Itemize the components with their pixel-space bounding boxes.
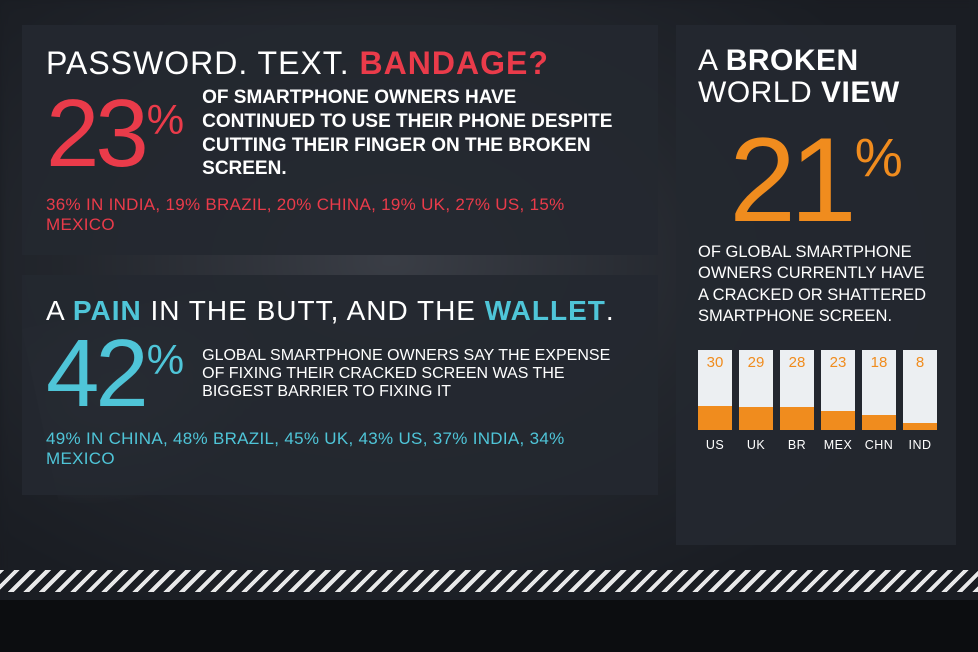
bar-value: 29 [739,354,773,371]
bar-fill [739,407,773,430]
bar-label: IND [908,438,931,452]
panel-bandage-countries: 36% IN INDIA, 19% BRAZIL, 20% CHINA, 19%… [46,195,634,235]
bar-item: 8 IND [903,350,937,452]
bar-label: UK [747,438,765,452]
t-l1-broken: BROKEN [726,44,859,77]
panel-wallet-countries: 49% IN CHINA, 48% BRAZIL, 45% UK, 43% US… [46,429,634,469]
bar-outer: 23 [821,350,855,430]
bar-value: 8 [903,354,937,371]
percent-sign-icon: % [855,134,903,183]
panel-bandage-title: PASSWORD. TEXT. BANDAGE? [46,45,634,82]
title-wallet: WALLET [485,295,606,326]
bar-label: CHN [865,438,894,452]
bar-value: 18 [862,354,896,371]
country-bar-chart: 30 US 29 UK 28 BR 23 MEX 18 CHN 8 IND [698,350,934,452]
right-column: A BROKEN WORLD VIEW 21% OF GLOBAL SMARTP… [676,25,956,545]
bar-outer: 28 [780,350,814,430]
percent-sign-icon: % [147,99,184,141]
bar-outer: 29 [739,350,773,430]
hatched-divider [0,570,978,592]
bar-fill [862,415,896,429]
bar-value: 28 [780,354,814,371]
panel-wallet-desc: GLOBAL SMARTPHONE OWNERS SAY THE EXPENSE… [202,347,634,401]
bar-outer: 8 [903,350,937,430]
bar-value: 23 [821,354,855,371]
bar-item: 18 CHN [862,350,896,452]
t-l1-pre: A [698,44,726,77]
panel-wallet-row: 42% GLOBAL SMARTPHONE OWNERS SAY THE EXP… [46,333,634,415]
panel-broken-world-percent: 21% [698,126,934,234]
bar-fill [903,423,937,429]
panel-bandage: PASSWORD. TEXT. BANDAGE? 23% OF SMARTPHO… [22,25,658,255]
t-l2-pre: WORLD [698,76,821,109]
panel-bandage-desc: OF SMARTPHONE OWNERS HAVE CONTINUED TO U… [202,86,634,181]
bar-item: 23 MEX [821,350,855,452]
title-word-bandage: BANDAGE? [360,45,549,81]
panel-bandage-percent: 23% [46,93,184,175]
content-area: PASSWORD. TEXT. BANDAGE? 23% OF SMARTPHO… [0,0,978,545]
left-column: PASSWORD. TEXT. BANDAGE? 23% OF SMARTPHO… [22,25,658,545]
title-word-text: TEXT. [258,45,350,81]
panel-broken-world: A BROKEN WORLD VIEW 21% OF GLOBAL SMARTP… [676,25,956,545]
panel-wallet: A PAIN IN THE BUTT, AND THE WALLET. 42% … [22,275,658,495]
bar-label: US [706,438,724,452]
bar-item: 28 BR [780,350,814,452]
bar-outer: 30 [698,350,732,430]
panel-wallet-percent-value: 42 [46,333,145,415]
panel-broken-world-title: A BROKEN WORLD VIEW [698,45,934,108]
bar-label: BR [788,438,806,452]
panel-broken-world-percent-value: 21 [729,126,850,234]
panel-broken-world-desc: OF GLOBAL SMARTPHONE OWNERS CURRENTLY HA… [698,242,934,328]
panel-bandage-row: 23% OF SMARTPHONE OWNERS HAVE CONTINUED … [46,86,634,181]
bar-item: 29 UK [739,350,773,452]
t-l2-view: VIEW [821,76,900,109]
bar-label: MEX [824,438,853,452]
title-post: . [606,295,615,326]
title-word-password: PASSWORD. [46,45,248,81]
title-mid: IN THE BUTT, AND THE [142,295,485,326]
bottom-dark-band [0,600,978,652]
bar-item: 30 US [698,350,732,452]
bar-outer: 18 [862,350,896,430]
percent-sign-icon: % [147,339,184,381]
bar-fill [780,407,814,429]
panel-wallet-percent: 42% [46,333,184,415]
bar-value: 30 [698,354,732,371]
bar-fill [821,411,855,429]
panel-bandage-percent-value: 23 [46,93,145,175]
bar-fill [698,406,732,430]
